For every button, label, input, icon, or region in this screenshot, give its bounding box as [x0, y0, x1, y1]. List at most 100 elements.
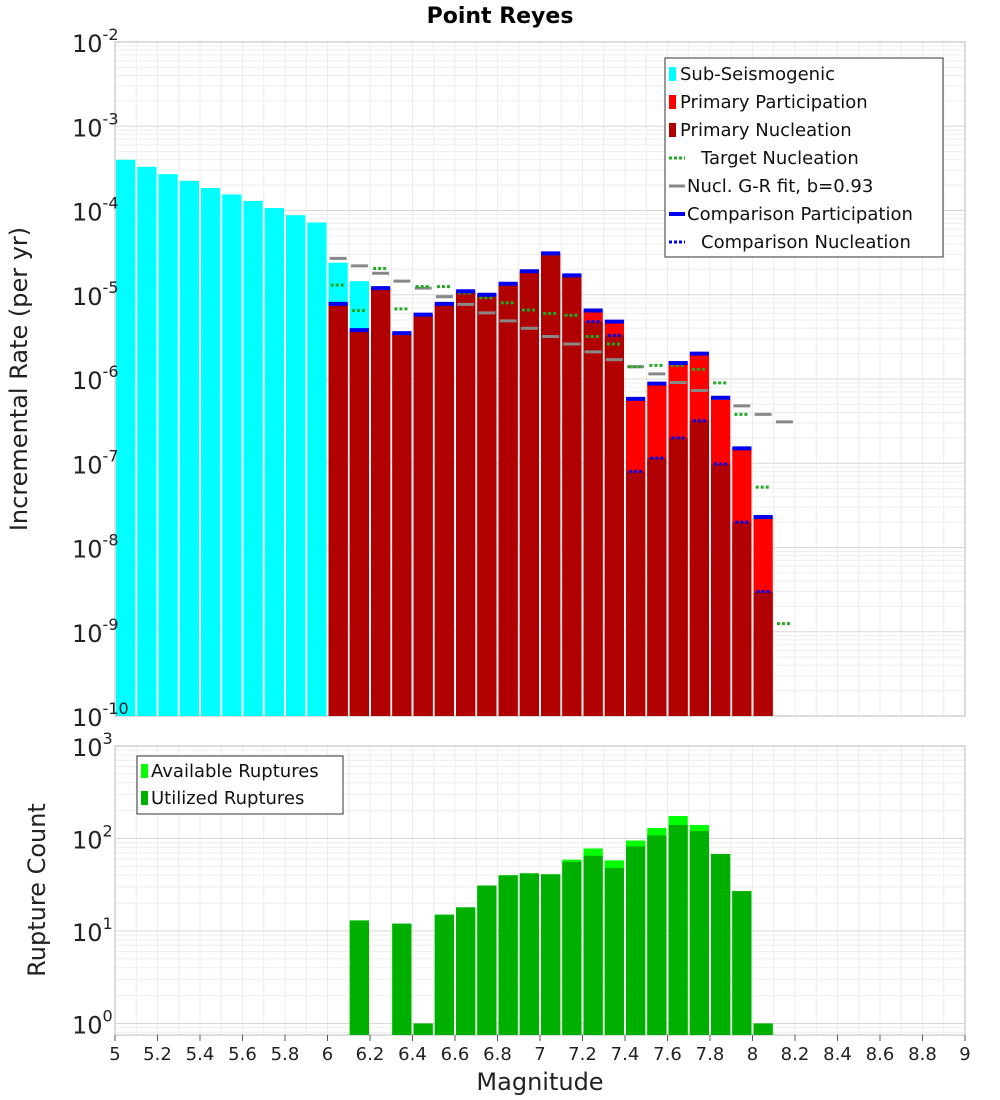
primary-nucleation-bar	[604, 335, 624, 716]
primary-nucleation-bar	[371, 288, 391, 716]
x-tick-label: 8.2	[781, 1044, 810, 1065]
primary-nucleation-bar	[668, 437, 688, 716]
x-tick-label: 8.6	[866, 1044, 895, 1065]
primary-nucleation-bar	[498, 283, 518, 716]
top-y-tick-label: 10-4	[72, 194, 119, 227]
bottom-y-tick-label: 102	[72, 821, 113, 854]
top-y-tick-label: 10-7	[72, 446, 119, 479]
x-tick-label: 5.2	[143, 1044, 172, 1065]
utilized-ruptures-bar	[711, 853, 731, 1035]
top-chart-title: Point Reyes	[427, 4, 574, 29]
legend-label: Utilized Ruptures	[151, 788, 304, 809]
legend-label: Sub-Seismogenic	[680, 64, 835, 85]
utilized-ruptures-bar	[604, 867, 624, 1035]
x-tick-label: 7.2	[568, 1044, 597, 1065]
legend-swatch	[141, 791, 148, 805]
utilized-ruptures-bar	[413, 1023, 433, 1035]
legend-label: Available Ruptures	[151, 761, 319, 782]
sub-seismogenic-bar	[137, 166, 157, 717]
utilized-ruptures-bar	[562, 861, 582, 1035]
primary-nucleation-bar	[647, 458, 667, 716]
x-tick-label: 6.6	[441, 1044, 470, 1065]
x-tick-label: 6.2	[356, 1044, 385, 1065]
legend-label: Nucl. G-R fit, b=0.93	[687, 176, 873, 197]
primary-nucleation-bar	[456, 291, 476, 716]
top-y-tick-label: 10-3	[72, 109, 119, 142]
sub-seismogenic-bar	[158, 174, 178, 717]
utilized-ruptures-bar	[647, 835, 667, 1035]
legend-swatch	[669, 67, 676, 81]
legend-swatch	[669, 95, 676, 109]
sub-seismogenic-bar	[243, 200, 263, 716]
top-y-axis-title: Incremental Rate (per yr)	[5, 227, 33, 531]
bottom-y-ticks: 103 102 101 100	[72, 729, 113, 1039]
primary-nucleation-bar	[562, 275, 582, 716]
utilized-ruptures-bar	[456, 907, 476, 1035]
legend-label: Comparison Participation	[687, 204, 913, 225]
utilized-ruptures-bar	[349, 920, 369, 1035]
utilized-ruptures-bar	[519, 873, 539, 1035]
x-tick-label: 5.8	[271, 1044, 300, 1065]
bottom-y-tick-label: 100	[72, 1006, 113, 1039]
top-plot-marks	[116, 159, 793, 717]
legend-label: Comparison Nucleation	[701, 232, 911, 253]
top-y-tick-label: 10-8	[72, 531, 119, 564]
x-tick-label: 7.4	[611, 1044, 640, 1065]
utilized-ruptures-bar	[498, 875, 518, 1035]
top-plot-frame	[114, 41, 966, 717]
bottom-legend-box	[136, 755, 344, 815]
utilized-ruptures-bar	[434, 914, 454, 1035]
x-tick-label: 5.6	[228, 1044, 257, 1065]
utilized-ruptures-bar	[689, 831, 709, 1035]
sub-seismogenic-bar	[179, 180, 199, 717]
x-tick-label: 9	[959, 1044, 970, 1065]
x-ticks: 5 5.2 5.4 5.6 5.8 6 6.2 6.4 6.6 6.8 7 7.2 7.4 7.6 7.8 8…	[109, 1035, 971, 1065]
top-y-tick-label: 10-9	[72, 615, 119, 648]
bottom-legend: Available Ruptures Utilized Ruptures	[136, 755, 344, 815]
x-tick-label: 5	[109, 1044, 120, 1065]
bottom-plot-grid	[114, 746, 966, 1035]
top-y-tick-label: 10-10	[72, 699, 129, 732]
top-legend: Sub-Seismogenic Primary Participation Prim…	[664, 57, 944, 258]
bottom-y-tick-label: 101	[72, 914, 113, 947]
utilized-ruptures-bar	[541, 874, 561, 1035]
x-axis-title: Magnitude	[476, 1068, 603, 1096]
primary-nucleation-bar	[392, 333, 412, 716]
primary-nucleation-bar	[711, 463, 731, 716]
top-legend-box	[664, 57, 944, 258]
sub-seismogenic-bar	[222, 194, 242, 717]
legend-label: Primary Participation	[680, 92, 868, 113]
utilized-ruptures-bar	[583, 855, 603, 1035]
bottom-plot-marks	[349, 816, 773, 1035]
top-y-tick-label: 10-2	[72, 25, 119, 58]
legend-swatch	[669, 123, 676, 137]
legend-label: Primary Nucleation	[680, 120, 852, 141]
primary-nucleation-bar	[519, 271, 539, 716]
sub-seismogenic-bar	[307, 222, 327, 717]
sub-seismogenic-bar	[116, 159, 136, 717]
bottom-y-axis-title: Rupture Count	[23, 803, 51, 977]
bottom-y-tick-label: 103	[72, 729, 113, 762]
x-tick-label: 5.4	[186, 1044, 215, 1065]
primary-nucleation-bar	[434, 303, 454, 716]
primary-nucleation-bar	[328, 303, 348, 716]
utilized-ruptures-bar	[477, 885, 497, 1035]
x-tick-label: 8.8	[908, 1044, 937, 1065]
top-y-ticks: 10-2 10-3 10-4 10-5 10-6 10-7 10-8 10-9 10-10	[72, 25, 129, 732]
primary-nucleation-bar	[541, 253, 561, 716]
x-tick-label: 7	[534, 1044, 545, 1065]
primary-nucleation-bar	[626, 471, 646, 716]
x-tick-label: 7.6	[653, 1044, 682, 1065]
x-tick-label: 8	[747, 1044, 758, 1065]
x-tick-label: 8.4	[823, 1044, 852, 1065]
sub-seismogenic-bar	[286, 215, 306, 716]
x-tick-label: 6.4	[398, 1044, 427, 1065]
x-tick-label: 6	[322, 1044, 333, 1065]
sub-seismogenic-bar	[264, 208, 284, 716]
x-tick-label: 7.8	[696, 1044, 725, 1065]
primary-nucleation-bar	[477, 294, 497, 716]
primary-nucleation-bar	[753, 591, 773, 716]
utilized-ruptures-bar	[668, 824, 688, 1035]
primary-nucleation-bar	[689, 420, 709, 716]
